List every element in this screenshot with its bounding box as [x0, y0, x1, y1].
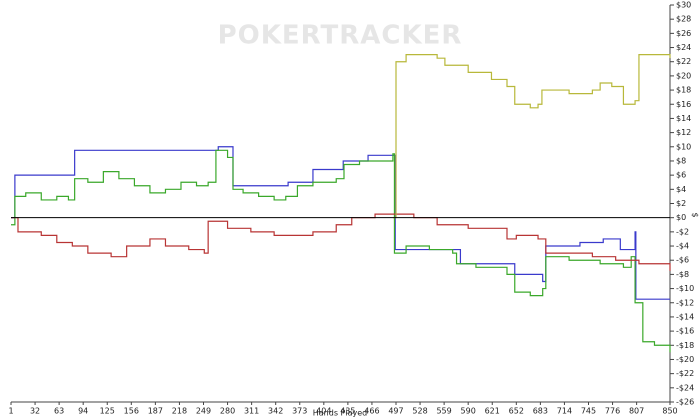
x-tick-label: 373: [292, 407, 307, 416]
x-tick-label: 249: [196, 407, 211, 416]
series-line: [11, 149, 671, 353]
x-tick-label: 776: [605, 407, 620, 416]
y-tick-label: -$10: [676, 284, 694, 293]
x-tick-label: 94: [78, 407, 88, 416]
series-line: [392, 54, 671, 219]
y-tick-label: $4: [676, 185, 686, 194]
y-tick-label: -$14: [676, 312, 694, 321]
y-tick-label: $30: [676, 1, 691, 10]
y-tick-label: -$26: [676, 398, 694, 407]
x-tick-label: 590: [461, 407, 476, 416]
y-tick-label: -$16: [676, 327, 694, 336]
x-tick-label: 32: [30, 407, 40, 416]
y-axis-label: $: [691, 212, 700, 217]
y-tick-label: $2: [676, 199, 686, 208]
y-tick-label: $10: [676, 142, 691, 151]
y-tick-label: -$22: [676, 369, 694, 378]
y-tick-label: $18: [676, 86, 691, 95]
x-tick-label: 187: [148, 407, 163, 416]
y-tick-label: $12: [676, 128, 691, 137]
y-tick-label: -$8: [676, 270, 689, 279]
y-tick-label: -$24: [676, 383, 694, 392]
y-tick-label: $20: [676, 71, 691, 80]
x-tick-label: 559: [436, 407, 451, 416]
y-tick-label: -$6: [676, 256, 689, 265]
x-tick-label: 404: [316, 407, 331, 416]
y-tick-label: -$12: [676, 298, 694, 307]
x-tick-label: 1: [8, 407, 13, 416]
y-tick-label: -$4: [676, 242, 689, 251]
x-tick-label: 156: [124, 407, 139, 416]
series-line: [11, 213, 671, 271]
x-tick-label: 807: [629, 407, 644, 416]
x-axis-label: Hands Played: [313, 409, 367, 417]
x-tick-label: 218: [172, 407, 187, 416]
x-tick-label: 63: [54, 407, 64, 416]
x-tick-label: 683: [533, 407, 548, 416]
y-tick-label: $0: [676, 213, 686, 222]
x-tick-label: 621: [485, 407, 500, 416]
y-tick-label: $8: [676, 156, 686, 165]
y-tick-label: $6: [676, 171, 686, 180]
x-tick-label: 528: [412, 407, 427, 416]
y-tick-label: -$20: [676, 355, 694, 364]
y-tick-label: $26: [676, 29, 691, 38]
x-tick-label: 652: [509, 407, 524, 416]
y-tick-label: $14: [676, 114, 691, 123]
x-tick-label: 125: [100, 407, 115, 416]
x-tick-label: 850: [662, 407, 677, 416]
x-tick-label: 466: [364, 407, 379, 416]
x-tick-label: 435: [340, 407, 355, 416]
y-tick-label: -$2: [676, 227, 689, 236]
y-tick-label: $28: [676, 15, 691, 24]
y-tick-label: $22: [676, 57, 691, 66]
x-tick-label: 311: [244, 407, 259, 416]
watermark: POKERTRACKER: [218, 21, 463, 51]
y-tick-label: -$18: [676, 341, 694, 350]
x-tick-label: 497: [388, 407, 403, 416]
x-tick-label: 714: [557, 407, 572, 416]
x-tick-label: 342: [268, 407, 283, 416]
y-tick-label: $16: [676, 100, 691, 109]
x-tick-label: 280: [220, 407, 235, 416]
y-tick-label: $24: [676, 43, 691, 52]
x-tick-label: 745: [581, 407, 596, 416]
